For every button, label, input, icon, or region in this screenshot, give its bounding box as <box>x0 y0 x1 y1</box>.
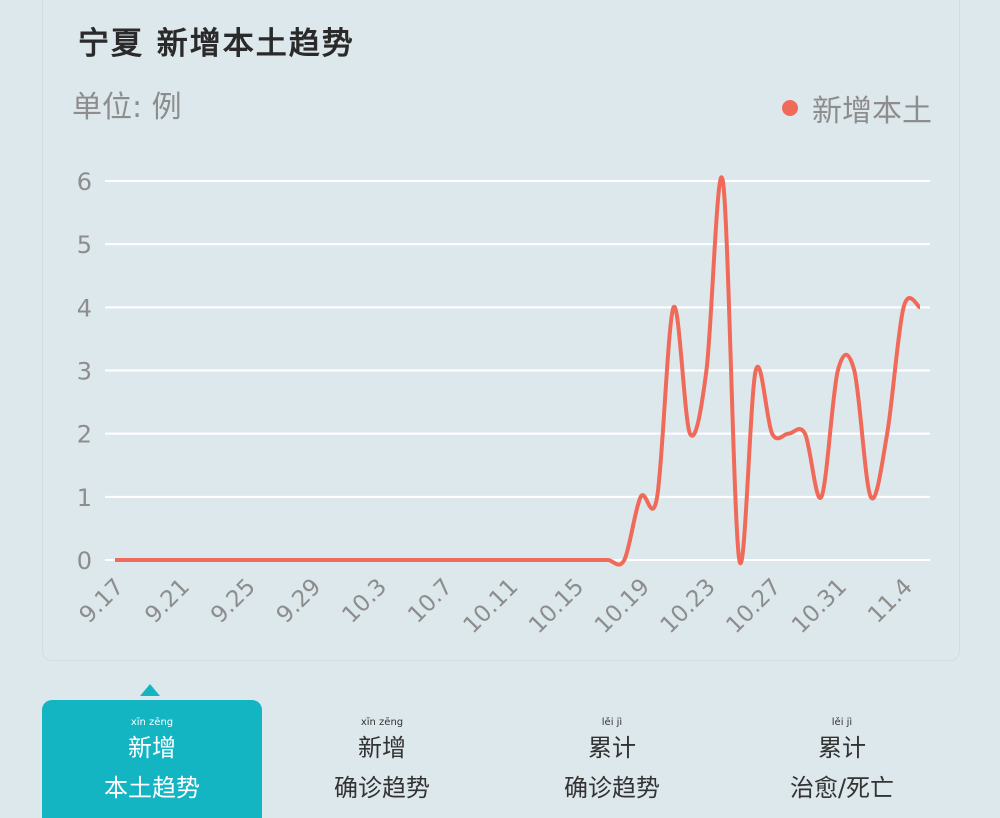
y-tick-label: 0 <box>77 547 92 575</box>
active-tab-caret <box>140 684 160 696</box>
x-tick-label: 10.7 <box>403 574 458 629</box>
x-tick-label: 10.3 <box>337 574 392 629</box>
x-tick-label: 9.21 <box>140 574 195 629</box>
legend: 新增本土 <box>782 86 932 130</box>
tab-label-line1: 累计 <box>818 734 866 762</box>
y-tick-label: 4 <box>77 294 92 322</box>
x-tick-label: 11.4 <box>863 574 918 629</box>
tab-label-line1: 新增 <box>358 734 406 762</box>
tab-label-line2: 本土趋势 <box>104 774 200 802</box>
tab-bar: xīn zēng 新增本土趋势 xīn zēng 新增确诊趋势 lěi jì 累计确诊趋势… <box>0 690 1000 818</box>
x-tick-label: 9.25 <box>206 574 261 629</box>
x-tick-label: 9.17 <box>75 574 130 629</box>
y-tick-label: 6 <box>77 168 92 196</box>
tab-pinyin: lěi jì <box>601 717 623 728</box>
y-tick-label: 3 <box>77 358 92 386</box>
chart-card <box>42 0 960 661</box>
tab-pinyin: lěi jì <box>831 717 853 728</box>
series-line-新增本土 <box>115 175 922 567</box>
tab-1[interactable]: xīn zēng 新增本土趋势 <box>42 700 262 818</box>
legend-label: 新增本土 <box>812 94 932 129</box>
tab-label-line1: 新增 <box>128 734 176 762</box>
tab-label-line2: 治愈/死亡 <box>789 774 895 802</box>
x-tick-label: 10.19 <box>590 574 655 639</box>
x-tick-label: 10.31 <box>787 574 852 639</box>
y-tick-label: 1 <box>77 484 92 512</box>
x-tick-label: 10.23 <box>656 574 721 639</box>
tab-label-line1: 累计 <box>588 734 636 762</box>
unit-label: 单位: 例 <box>72 90 182 125</box>
tab-pinyin: xīn zēng <box>130 717 174 728</box>
tab-pinyin: xīn zēng <box>360 717 404 728</box>
tab-2[interactable]: xīn zēng 新增确诊趋势 <box>272 700 492 818</box>
chart-title: 宁夏 新增本土趋势 <box>78 26 355 62</box>
x-tick-label: 9.29 <box>272 574 327 629</box>
x-tick-label: 10.27 <box>721 574 786 639</box>
tab-4[interactable]: lěi jì 累计治愈/死亡 <box>732 700 952 818</box>
y-tick-label: 5 <box>77 231 92 259</box>
tab-label-line2: 确诊趋势 <box>334 774 430 802</box>
x-tick-label: 10.15 <box>524 574 589 639</box>
x-tick-label: 10.11 <box>459 574 524 639</box>
tab-3[interactable]: lěi jì 累计确诊趋势 <box>502 700 722 818</box>
legend-dot-icon <box>782 100 798 116</box>
y-tick-label: 2 <box>77 421 92 449</box>
tab-label-line2: 确诊趋势 <box>564 774 660 802</box>
